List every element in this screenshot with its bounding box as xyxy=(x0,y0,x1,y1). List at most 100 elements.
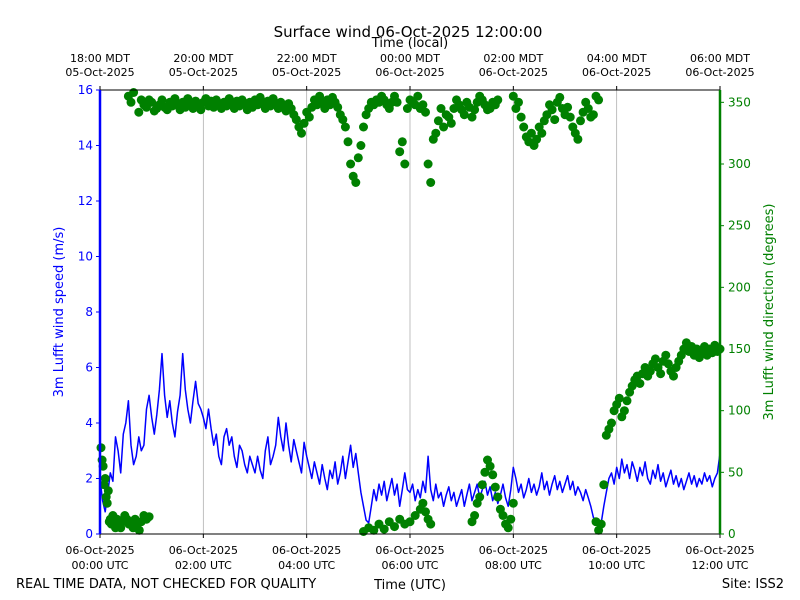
wind-direction-point xyxy=(607,418,616,428)
wind-direction-point xyxy=(488,470,498,480)
wind-direction-point xyxy=(369,525,379,535)
wind-direction-point xyxy=(550,115,560,125)
y-tick-label-right: 350 xyxy=(728,95,751,109)
x-tick-label-bottom-time: 04:00 UTC xyxy=(278,559,335,572)
wind-speed-line xyxy=(99,352,721,530)
wind-direction-point xyxy=(459,110,469,120)
wind-direction-point xyxy=(157,95,167,105)
wind-direction-point xyxy=(413,91,423,101)
wind-direction-point xyxy=(100,474,110,483)
x-tick-label-top-time: 00:00 MDT xyxy=(380,52,440,65)
wind-direction-point xyxy=(426,519,436,529)
wind-direction-point xyxy=(392,97,402,107)
x-tick-label-top-time: 04:00 MDT xyxy=(587,52,647,65)
wind-direction-point xyxy=(555,92,565,102)
y-tick-label-left: 6 xyxy=(85,361,93,375)
wind-direction-point xyxy=(470,105,480,115)
chart-title: Surface wind 06-Oct-2025 12:00:00 xyxy=(274,23,543,41)
wind-direction-point xyxy=(340,122,350,132)
wind-direction-point xyxy=(480,467,490,477)
wind-direction-series xyxy=(96,88,725,536)
x-tick-label-bottom-time: 02:00 UTC xyxy=(175,559,232,572)
wind-direction-point xyxy=(614,393,624,403)
wind-direction-point xyxy=(583,104,593,113)
wind-direction-point xyxy=(508,498,518,508)
wind-direction-point xyxy=(526,128,536,138)
x-tick-label-bottom-time: 08:00 UTC xyxy=(485,559,542,572)
wind-direction-point xyxy=(493,95,503,105)
wind-direction-point xyxy=(397,137,407,147)
wind-direction-point xyxy=(514,97,523,107)
wind-direction-point xyxy=(594,95,604,105)
x-tick-label-bottom-date: 06-Oct-2025 xyxy=(65,544,134,557)
wind-direction-point xyxy=(485,461,495,471)
wind-direction-point xyxy=(359,122,368,132)
wind-direction-point xyxy=(343,137,353,147)
y-tick-label-left: 0 xyxy=(85,527,93,541)
wind-direction-point xyxy=(102,498,112,508)
wind-direction-point xyxy=(599,480,609,490)
wind-direction-point xyxy=(498,511,508,520)
wind-direction-point xyxy=(663,359,673,369)
wind-direction-point xyxy=(433,116,443,126)
y-axis-label-left: 3m Lufft wind speed (m/s) xyxy=(52,227,67,398)
wind-direction-point xyxy=(291,115,301,125)
wind-direction-point xyxy=(351,178,361,187)
wind-direction-point xyxy=(431,128,441,138)
top-axis-label: Time (local) xyxy=(371,36,448,51)
footer-left: REAL TIME DATA, NOT CHECKED FOR QUALITY xyxy=(16,577,316,592)
wind-direction-point xyxy=(516,112,526,122)
x-tick-label-bottom-time: 00:00 UTC xyxy=(71,559,128,572)
x-tick-label-top-time: 02:00 MDT xyxy=(483,52,543,65)
wind-direction-point xyxy=(439,122,449,132)
wind-direction-point xyxy=(588,110,598,120)
wind-direction-point xyxy=(379,524,389,534)
x-tick-label-bottom-date: 06-Oct-2025 xyxy=(169,544,238,557)
wind-direction-point xyxy=(395,147,405,157)
y-tick-label-right: 50 xyxy=(728,465,743,479)
wind-direction-point xyxy=(410,511,420,520)
y-tick-label-left: 16 xyxy=(78,83,93,97)
wind-direction-point xyxy=(196,105,206,115)
x-axis-label: Time (UTC) xyxy=(373,578,446,593)
wind-direction-point xyxy=(418,498,428,508)
wind-direction-point xyxy=(129,88,139,97)
x-tick-label-bottom-date: 06-Oct-2025 xyxy=(582,544,651,557)
y-tick-label-right: 200 xyxy=(728,280,751,294)
x-tick-label-top-date: 05-Oct-2025 xyxy=(272,66,341,79)
wind-speed-series xyxy=(99,352,721,530)
x-tick-label-top-date: 06-Oct-2025 xyxy=(375,66,444,79)
wind-direction-point xyxy=(134,107,144,117)
y-tick-label-right: 150 xyxy=(728,342,751,356)
wind-direction-point xyxy=(400,159,410,169)
wind-direction-point xyxy=(421,107,430,117)
wind-direction-point xyxy=(338,115,348,125)
x-tick-label-bottom-time: 12:00 UTC xyxy=(691,559,748,572)
x-tick-label-top-time: 22:00 MDT xyxy=(277,52,337,65)
wind-direction-point xyxy=(333,102,343,112)
wind-direction-point xyxy=(656,369,666,379)
x-tick-label-top-date: 06-Oct-2025 xyxy=(479,66,548,79)
wind-direction-point xyxy=(573,134,583,144)
wind-direction-point xyxy=(405,517,415,527)
wind-direction-point xyxy=(103,486,113,496)
wind-direction-point xyxy=(436,104,446,113)
wind-direction-point xyxy=(622,396,632,406)
x-tick-label-top-date: 06-Oct-2025 xyxy=(582,66,651,79)
wind-direction-point xyxy=(475,492,485,502)
x-tick-label-bottom-date: 06-Oct-2025 xyxy=(272,544,341,557)
y-tick-label-left: 14 xyxy=(78,139,93,153)
x-tick-label-top-time: 18:00 MDT xyxy=(70,52,130,65)
wind-direction-point xyxy=(563,102,573,112)
wind-direction-point xyxy=(547,105,557,115)
wind-direction-point xyxy=(304,112,314,122)
wind-direction-point xyxy=(503,523,513,533)
wind-direction-point xyxy=(402,104,412,113)
wind-direction-point xyxy=(537,128,547,138)
x-tick-label-bottom-date: 06-Oct-2025 xyxy=(685,544,754,557)
wind-direction-point xyxy=(661,350,671,360)
wind-direction-point xyxy=(506,514,516,524)
x-tick-label-bottom-date: 06-Oct-2025 xyxy=(479,544,548,557)
y-tick-label-right: 300 xyxy=(728,157,751,171)
wind-direction-point xyxy=(650,354,660,364)
